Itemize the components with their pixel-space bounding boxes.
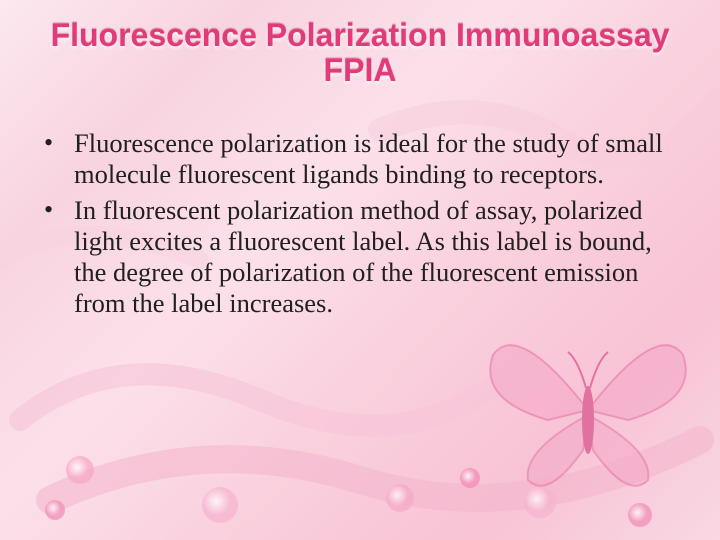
slide: Fluorescence Polarization Immunoassay FP… — [0, 0, 720, 540]
flower-dot — [628, 503, 652, 527]
flower-dot — [202, 487, 238, 523]
title-line-1: Fluorescence Polarization Immunoassay — [0, 18, 720, 53]
flower-dot — [386, 484, 414, 512]
title-line-2: FPIA — [0, 53, 720, 88]
bullet-item: Fluorescence polarization is ideal for t… — [36, 128, 672, 191]
flower-dot — [66, 456, 94, 484]
bullet-list: Fluorescence polarization is ideal for t… — [36, 128, 672, 320]
flower-dot — [460, 468, 480, 488]
slide-title: Fluorescence Polarization Immunoassay FP… — [0, 18, 720, 88]
bullet-item: In fluorescent polarization method of as… — [36, 195, 672, 320]
slide-body: Fluorescence polarization is ideal for t… — [36, 128, 672, 324]
butterfly-decoration — [478, 300, 698, 500]
flower-dot — [45, 500, 65, 520]
flower-dot — [524, 486, 556, 518]
